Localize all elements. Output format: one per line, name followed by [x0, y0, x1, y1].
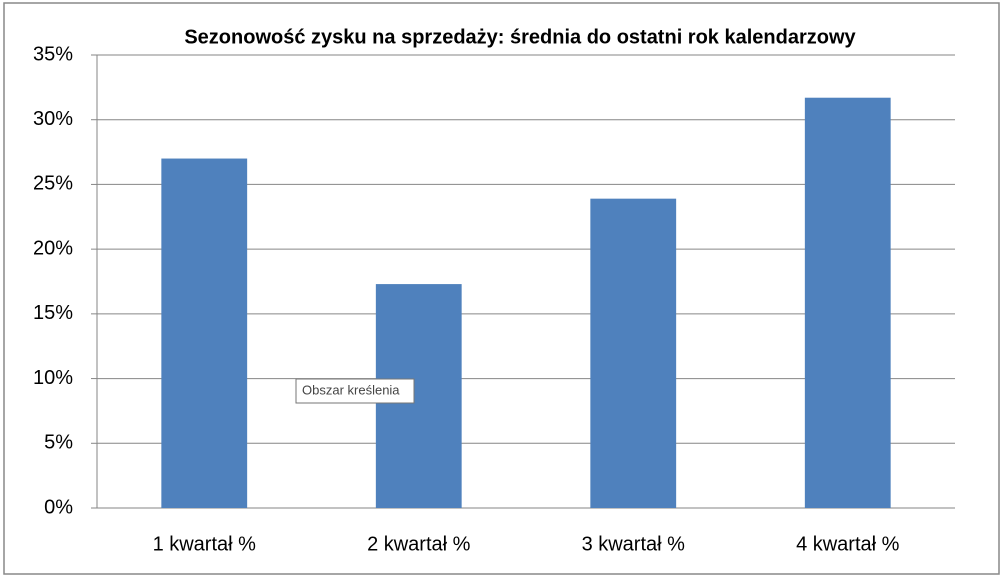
y-tick-label: 5%: [44, 432, 73, 454]
tooltip-text: Obszar kreślenia: [302, 382, 400, 397]
tooltip-box: [295, 378, 415, 404]
y-tick-label: 25%: [33, 173, 73, 195]
bar: [590, 198, 677, 508]
x-tick-label: 2 kwartał %: [367, 533, 471, 555]
x-tick-label: 1 kwartał %: [153, 533, 257, 555]
y-tick-label: 15%: [33, 302, 73, 324]
y-tick-label: 20%: [33, 237, 73, 259]
x-tick-label: 3 kwartał %: [582, 533, 686, 555]
bar: [804, 97, 891, 508]
chart-title: Sezonowość zysku na sprzedaży: średnia d…: [184, 26, 856, 48]
y-tick-label: 35%: [33, 43, 73, 65]
bar: [161, 158, 248, 509]
y-tick-label: 0%: [44, 496, 73, 518]
y-tick-label: 10%: [33, 367, 73, 389]
x-tick-label: 4 kwartał %: [796, 533, 900, 555]
y-tick-label: 30%: [33, 108, 73, 130]
